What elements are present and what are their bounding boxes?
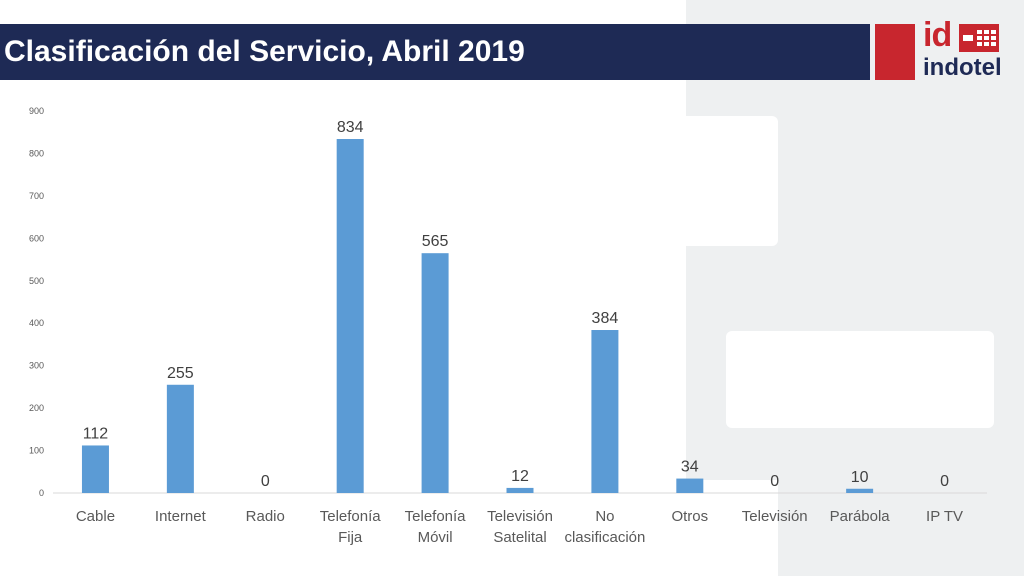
x-tick-label: Televisión (487, 508, 553, 525)
x-tick-label: IP TV (926, 508, 963, 525)
logo-brand-text: indotel (923, 54, 1002, 81)
bar (591, 330, 619, 493)
title-bar: Clasificación del Servicio, Abril 2019 (0, 24, 870, 80)
page-title: Clasificación del Servicio, Abril 2019 (4, 35, 525, 68)
x-tick-label: Satelital (493, 529, 546, 546)
bar (81, 445, 109, 493)
data-label: 10 (851, 469, 869, 486)
x-tick-label: Internet (155, 508, 207, 525)
x-tick-label: Radio (246, 508, 285, 525)
x-tick-label: clasificación (564, 529, 645, 546)
data-label: 384 (592, 310, 619, 327)
bar (336, 139, 364, 493)
data-label: 0 (770, 473, 779, 490)
y-tick-label: 100 (29, 446, 44, 456)
bar (166, 384, 194, 493)
logo-grid-icon (959, 24, 999, 52)
data-label: 565 (422, 233, 449, 250)
logo-id-text: id (923, 16, 952, 54)
bar (421, 253, 449, 493)
y-tick-label: 200 (29, 403, 44, 413)
x-tick-label: Fija (338, 529, 363, 546)
bar-chart: 0100200300400500600700800900112Cable255I… (29, 106, 987, 546)
x-tick-label: Telefonía (320, 508, 382, 525)
background-card (640, 116, 778, 246)
y-tick-label: 400 (29, 318, 44, 328)
y-tick-label: 500 (29, 276, 44, 286)
bar (846, 488, 874, 493)
bar (676, 478, 704, 493)
indotel-logo: id indotel (921, 18, 1003, 84)
data-label: 255 (167, 365, 194, 382)
y-tick-label: 300 (29, 361, 44, 371)
x-tick-label: Telefonía (405, 508, 467, 525)
logo-accent-block (875, 24, 915, 80)
x-tick-label: Cable (76, 508, 115, 525)
y-tick-label: 600 (29, 233, 44, 243)
y-tick-label: 800 (29, 148, 44, 158)
x-tick-label: Otros (671, 508, 708, 525)
y-tick-label: 700 (29, 191, 44, 201)
data-label: 12 (511, 468, 529, 485)
data-label: 34 (681, 459, 699, 476)
data-label: 834 (337, 119, 364, 136)
bar (506, 487, 534, 493)
data-label: 0 (940, 473, 949, 490)
background-strip (640, 480, 778, 576)
data-label: 0 (261, 473, 270, 490)
x-tick-label: Parábola (830, 508, 891, 525)
x-tick-label: Móvil (418, 529, 453, 546)
y-tick-label: 900 (29, 106, 44, 116)
y-tick-label: 0 (39, 488, 44, 498)
data-label: 112 (83, 425, 109, 442)
x-tick-label: No (595, 508, 614, 525)
x-tick-label: Televisión (742, 508, 808, 525)
background-card (726, 331, 994, 428)
